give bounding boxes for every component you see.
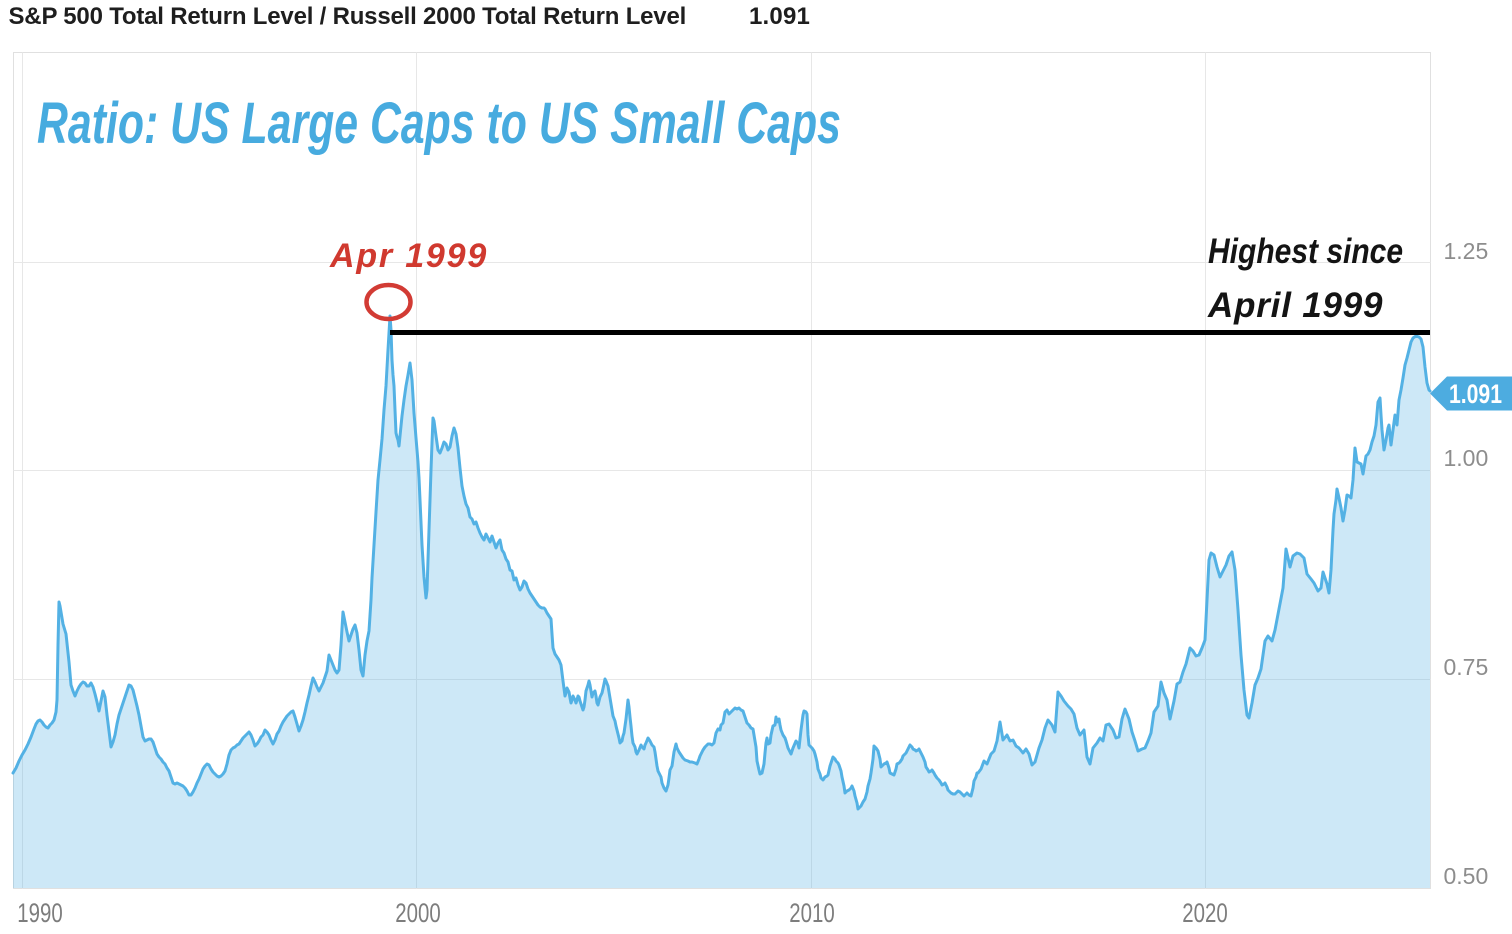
svg-text:1.091: 1.091	[1449, 379, 1502, 409]
